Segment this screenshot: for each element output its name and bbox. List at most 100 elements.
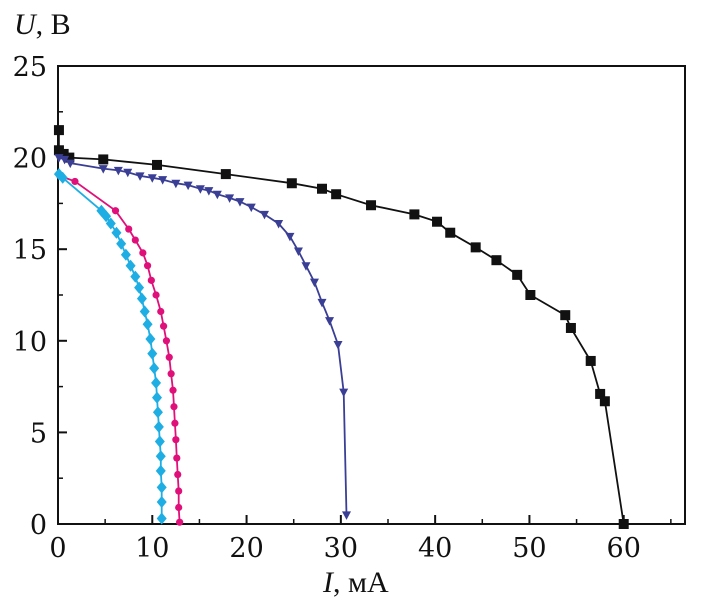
x-tick-label: 40 bbox=[418, 533, 452, 564]
data-point bbox=[525, 290, 536, 300]
data-point bbox=[174, 470, 182, 479]
data-point bbox=[565, 322, 576, 333]
data-point bbox=[195, 185, 205, 194]
data-point bbox=[512, 269, 523, 280]
data-point bbox=[111, 226, 122, 239]
data-point bbox=[139, 249, 147, 257]
data-point bbox=[585, 355, 596, 366]
data-point bbox=[65, 159, 75, 169]
data-point bbox=[120, 248, 131, 261]
data-point bbox=[339, 388, 349, 398]
y-tick-label: 15 bbox=[13, 235, 47, 266]
data-point bbox=[154, 435, 165, 448]
data-point bbox=[286, 178, 297, 189]
data-point bbox=[113, 166, 123, 176]
x-tick-label: 10 bbox=[135, 533, 169, 564]
y-tick-label: 10 bbox=[13, 327, 47, 358]
data-point bbox=[57, 171, 68, 184]
data-point bbox=[71, 177, 79, 186]
series-square bbox=[53, 125, 629, 529]
data-point bbox=[151, 376, 162, 389]
y-axis-ticks: 0 5 10 15 20 25 bbox=[13, 52, 67, 541]
y-axis-title: U, В bbox=[14, 8, 71, 41]
data-point bbox=[225, 194, 235, 203]
data-point bbox=[160, 322, 168, 330]
data-point bbox=[156, 496, 167, 509]
data-point bbox=[220, 169, 231, 180]
data-point bbox=[470, 242, 481, 253]
data-point bbox=[165, 353, 173, 361]
data-point bbox=[155, 450, 166, 463]
data-point bbox=[147, 276, 155, 284]
data-point bbox=[136, 292, 147, 305]
data-point bbox=[366, 200, 377, 211]
data-point bbox=[152, 406, 163, 419]
data-point bbox=[183, 181, 193, 191]
data-point bbox=[618, 519, 629, 529]
data-point bbox=[293, 247, 303, 257]
data-point bbox=[152, 291, 160, 299]
data-point bbox=[53, 125, 64, 136]
data-point bbox=[156, 512, 167, 525]
data-point bbox=[147, 347, 158, 360]
data-point bbox=[595, 388, 606, 399]
y-tick-label: 20 bbox=[13, 144, 47, 175]
data-point bbox=[111, 207, 120, 215]
data-point bbox=[212, 190, 222, 200]
series-triangle bbox=[54, 154, 352, 520]
data-point bbox=[342, 511, 352, 520]
data-point bbox=[123, 168, 133, 178]
data-point bbox=[130, 270, 141, 283]
x-axis-ticks: 0 10 20 30 40 50 60 bbox=[49, 515, 672, 564]
data-point bbox=[143, 262, 152, 270]
data-point bbox=[131, 236, 139, 244]
data-point bbox=[333, 340, 343, 350]
x-tick-label: 30 bbox=[324, 533, 358, 564]
data-point bbox=[285, 232, 295, 242]
data-point bbox=[246, 203, 256, 213]
data-point bbox=[171, 419, 179, 427]
plot-frame bbox=[57, 65, 686, 525]
data-point bbox=[147, 174, 157, 183]
data-point bbox=[274, 220, 284, 229]
data-point bbox=[158, 176, 168, 185]
data-point bbox=[204, 187, 214, 196]
data-point bbox=[105, 217, 116, 230]
data-point bbox=[235, 198, 245, 207]
data-point bbox=[432, 216, 443, 227]
data-point bbox=[155, 464, 166, 477]
series-layer bbox=[53, 125, 629, 529]
series-circle bbox=[56, 172, 184, 526]
data-point bbox=[152, 159, 162, 170]
data-point bbox=[101, 210, 112, 223]
y-tick-label: 0 bbox=[30, 510, 47, 541]
data-point bbox=[139, 305, 150, 318]
series-diamond bbox=[53, 168, 167, 525]
data-point bbox=[175, 503, 183, 512]
data-point bbox=[60, 155, 70, 165]
data-point bbox=[173, 454, 181, 462]
data-point bbox=[98, 154, 109, 165]
data-point bbox=[309, 278, 319, 288]
data-point bbox=[331, 189, 342, 200]
data-point bbox=[152, 391, 162, 404]
data-point bbox=[162, 337, 171, 345]
data-point bbox=[172, 436, 180, 444]
data-point bbox=[125, 225, 133, 233]
data-point bbox=[157, 307, 165, 316]
x-tick-label: 60 bbox=[607, 533, 641, 564]
data-point bbox=[409, 209, 420, 220]
data-point bbox=[153, 420, 164, 433]
data-point bbox=[135, 172, 145, 181]
data-point bbox=[58, 148, 69, 159]
data-point bbox=[170, 403, 178, 411]
data-point bbox=[125, 259, 136, 272]
data-point bbox=[167, 370, 175, 378]
series-line bbox=[58, 156, 348, 515]
data-point bbox=[171, 179, 181, 189]
data-point bbox=[259, 210, 269, 220]
x-tick-label: 0 bbox=[49, 533, 66, 564]
data-point bbox=[145, 332, 156, 345]
data-point bbox=[64, 152, 75, 163]
data-point bbox=[169, 386, 177, 394]
